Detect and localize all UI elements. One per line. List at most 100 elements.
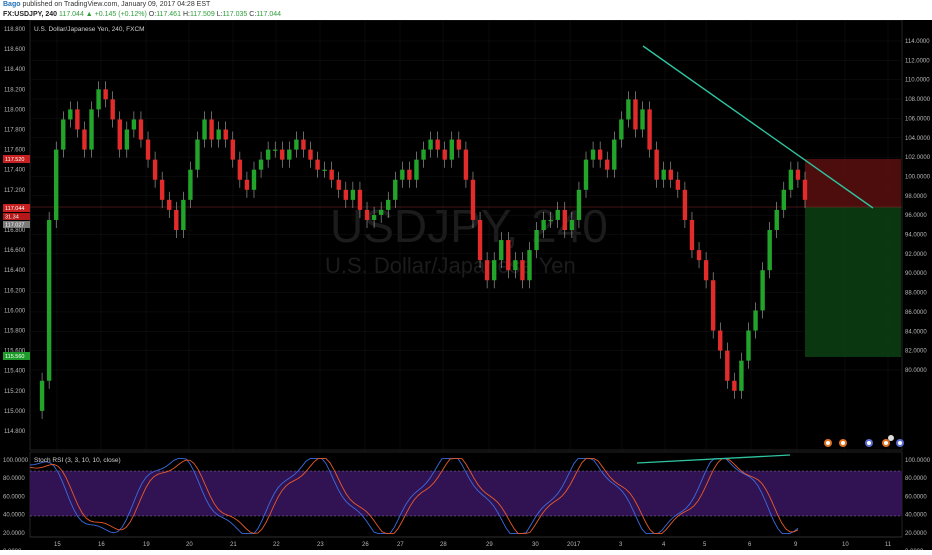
- right-axis-tick: 84.0000: [905, 329, 927, 335]
- indicator-left-axis-tick: 20.0000: [3, 531, 25, 537]
- candle-body: [209, 119, 214, 140]
- right-axis-tick: 104.0000: [905, 136, 931, 142]
- author-link[interactable]: Bago: [3, 1, 21, 8]
- candle-body: [287, 149, 292, 160]
- candle-body: [371, 214, 377, 220]
- candle-body: [647, 109, 652, 150]
- stop-loss-zone[interactable]: [805, 159, 901, 207]
- event-icon-inner: [884, 441, 888, 445]
- candle-body: [710, 280, 716, 331]
- chart-canvas[interactable]: USDJPY, 240 U.S. Dollar/Japanese Yen U.S…: [0, 19, 932, 555]
- right-price-axis: 114.0000 112.0000 110.0000 108.0000 106.0000…: [905, 39, 931, 374]
- trend-line[interactable]: [642, 45, 874, 209]
- candle-body: [520, 260, 525, 281]
- candle-body: [428, 139, 433, 150]
- left-axis-tick: 115.600: [4, 349, 26, 355]
- candle-body: [237, 159, 243, 180]
- left-axis-tick: 117.400: [4, 168, 26, 174]
- candle-body: [626, 99, 631, 120]
- candle-body: [46, 219, 52, 381]
- stoch-trend-line[interactable]: [636, 454, 791, 464]
- candle-body: [449, 139, 454, 160]
- candle-body: [732, 380, 737, 391]
- candle-body: [159, 179, 165, 200]
- candle-body: [280, 149, 285, 160]
- time-axis-tick: 29: [486, 542, 493, 548]
- right-axis-tick: 86.0000: [905, 310, 927, 316]
- indicator-left-axis-tick: 80.0000: [3, 476, 25, 482]
- candle-body: [534, 230, 539, 251]
- indicator-axis-tick: 20.0000: [905, 531, 927, 537]
- left-axis-tick: 116.200: [4, 288, 26, 294]
- right-axis-tick: 88.0000: [905, 291, 927, 297]
- candle-body: [802, 179, 808, 200]
- right-axis-tick: 92.0000: [905, 252, 927, 258]
- right-axis-tick: 94.0000: [905, 233, 927, 239]
- time-axis-tick: 22: [273, 542, 280, 548]
- main-pane[interactable]: [29, 19, 903, 451]
- time-axis-tick: 2017: [567, 542, 581, 548]
- candle-body: [350, 189, 356, 200]
- event-icon[interactable]: [888, 435, 894, 441]
- high-label: H:: [182, 11, 190, 18]
- left-axis-tick: 116.600: [4, 248, 26, 254]
- candle-body: [75, 109, 80, 130]
- candle-body: [442, 149, 447, 160]
- candle-body: [548, 219, 553, 222]
- time-axis-tick: 16: [98, 542, 105, 548]
- candle-body: [400, 169, 405, 180]
- candle-body: [746, 330, 751, 361]
- left-axis-tick: 118.200: [4, 87, 26, 93]
- left-axis-tick: 115.800: [4, 329, 26, 335]
- low-label: L:: [216, 11, 223, 18]
- right-axis-tick: 112.0000: [905, 58, 930, 64]
- candle-body: [308, 149, 313, 160]
- candle-body: [562, 209, 568, 230]
- candle-body: [145, 139, 151, 160]
- candle-body: [640, 109, 645, 130]
- left-price-axis: 118.800 118.600 118.400 118.200 118.000 117.8…: [4, 27, 26, 435]
- time-axis-tick: 6: [748, 542, 752, 548]
- candle-body: [788, 169, 794, 190]
- candle-body: [202, 119, 207, 140]
- take-profit-zone[interactable]: [805, 207, 901, 357]
- chart-area[interactable]: USDJPY, 240 U.S. Dollar/Japanese Yen U.S…: [0, 19, 932, 555]
- time-axis-tick: 20: [186, 542, 193, 548]
- chart-title: U.S. Dollar/Japanese Yen, 240, FXCM: [34, 26, 145, 33]
- candle-body: [703, 260, 709, 281]
- candle-body: [597, 149, 603, 160]
- candle-body: [774, 209, 779, 230]
- right-axis-tick: 100.0000: [905, 174, 931, 180]
- candle-body: [612, 139, 617, 170]
- candle-body: [654, 149, 659, 180]
- candle-body: [767, 230, 772, 271]
- candle-body: [513, 260, 518, 271]
- price-tag-upper: [3, 155, 30, 163]
- candle-body: [364, 209, 370, 220]
- time-axis-tick: 5: [703, 542, 707, 548]
- right-axis-tick: 90.0000: [905, 271, 927, 277]
- watermark-symbol: USDJPY, 240: [330, 200, 608, 252]
- candle-body: [605, 159, 610, 170]
- close-label: C:: [249, 11, 257, 18]
- candle-body: [499, 240, 504, 261]
- indicator-left-axis-tick: 100.0000: [3, 458, 29, 464]
- candle-body: [96, 89, 101, 110]
- candle-body: [470, 179, 476, 220]
- candle-body: [386, 199, 391, 210]
- right-axis-tick: 110.0000: [905, 78, 930, 84]
- candle-body: [103, 89, 108, 100]
- left-axis-tick: 114.800: [4, 429, 26, 435]
- right-axis-tick: 82.0000: [905, 349, 927, 355]
- candle-body: [174, 209, 179, 230]
- candle-body: [39, 380, 45, 411]
- up-arrow-icon: ▲: [85, 11, 93, 18]
- candle-body: [110, 99, 115, 120]
- right-axis-tick: 96.0000: [905, 213, 927, 219]
- price-change: +0.145 (+0.12%): [94, 11, 147, 18]
- candle-body: [477, 219, 483, 261]
- left-axis-tick: 117.600: [4, 148, 26, 154]
- candle-body: [265, 149, 271, 160]
- candle-body: [343, 189, 349, 200]
- event-icons[interactable]: [824, 435, 904, 447]
